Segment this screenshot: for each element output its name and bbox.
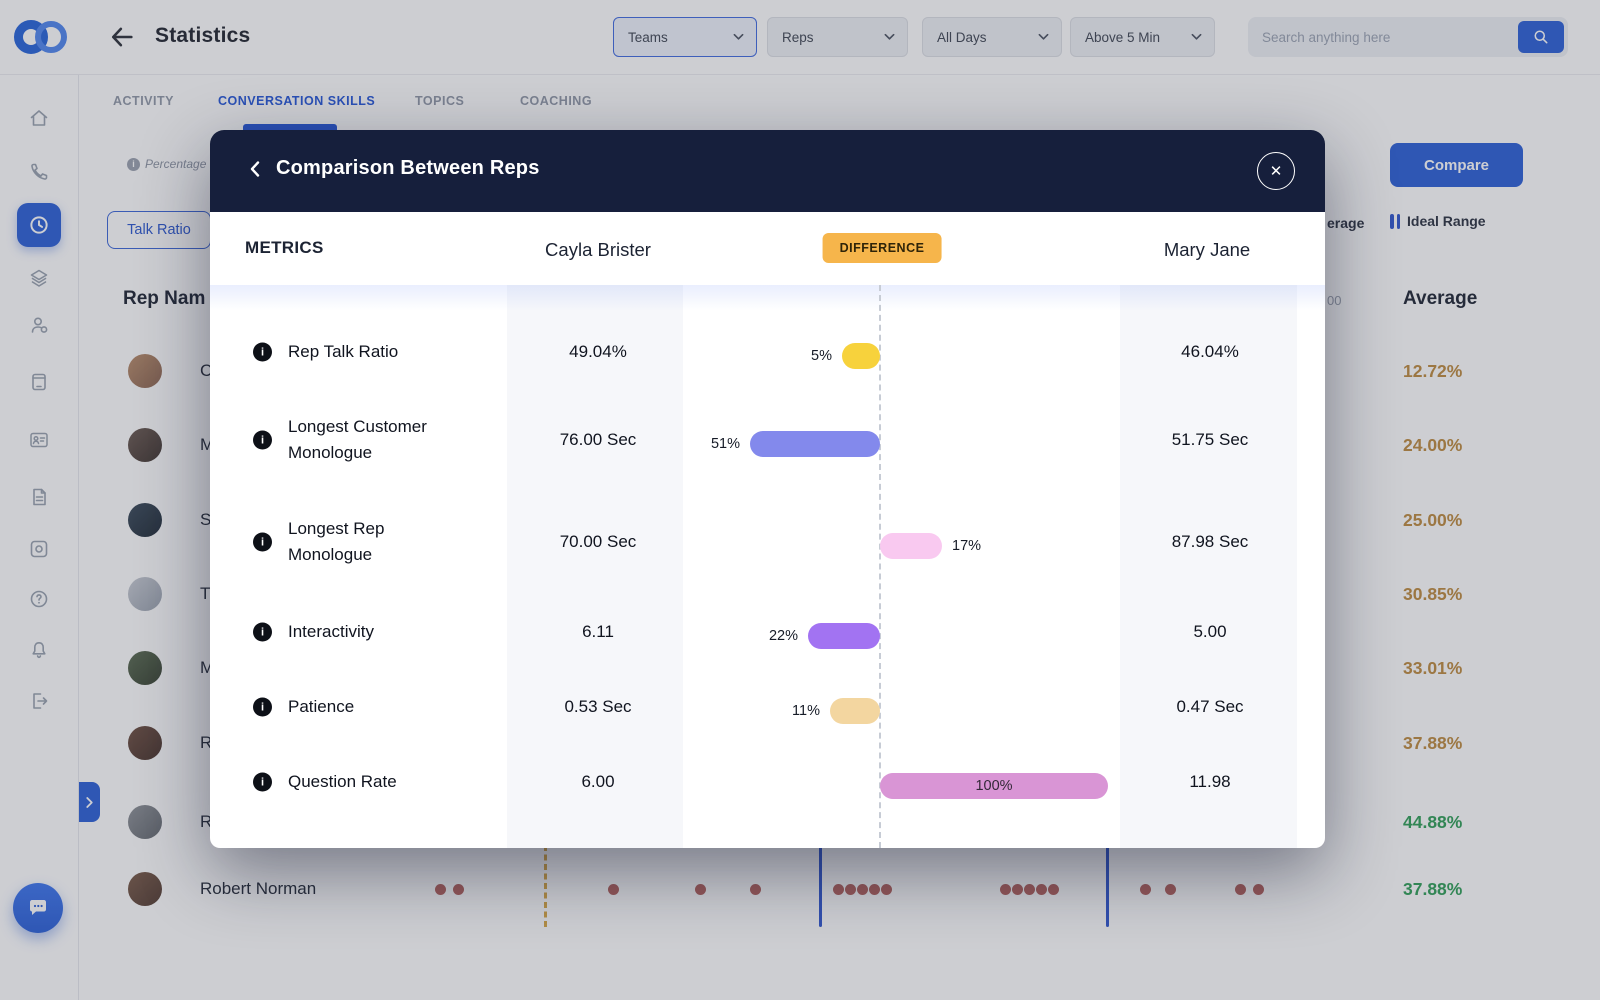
close-icon[interactable]: ✕ bbox=[1257, 152, 1295, 190]
modal-back-icon[interactable] bbox=[244, 157, 272, 185]
metric-label: Patience bbox=[288, 677, 433, 737]
left-rep-value: 70.00 Sec bbox=[560, 532, 637, 552]
metric-info-icon[interactable]: i bbox=[253, 533, 272, 552]
metric-row-rep-talk-ratio: i Rep Talk Ratio 49.04% 5% 46.04% bbox=[210, 322, 1325, 382]
right-rep-value: 5.00 bbox=[1193, 622, 1226, 642]
comparison-modal: Comparison Between Reps ✕ METRICS Cayla … bbox=[210, 130, 1325, 848]
difference-percent-label: 51% bbox=[711, 436, 740, 452]
metric-row-question-rate: i Question Rate 6.00 100% 11.98 bbox=[210, 752, 1325, 812]
left-rep-name-header: Cayla Brister bbox=[545, 239, 651, 261]
metric-label: Longest Customer Monologue bbox=[288, 410, 433, 470]
left-rep-value: 0.53 Sec bbox=[564, 697, 631, 717]
left-rep-value: 6.00 bbox=[581, 772, 614, 792]
difference-bar bbox=[842, 343, 880, 369]
difference-badge: DIFFERENCE bbox=[823, 233, 942, 263]
table-top-glow bbox=[210, 285, 1325, 311]
right-rep-value: 87.98 Sec bbox=[1172, 532, 1249, 552]
difference-percent-label: 22% bbox=[769, 628, 798, 644]
metric-info-icon[interactable]: i bbox=[253, 623, 272, 642]
difference-percent-label: 17% bbox=[952, 538, 981, 554]
right-rep-name-header: Mary Jane bbox=[1164, 239, 1250, 261]
modal-header: Comparison Between Reps ✕ bbox=[210, 130, 1325, 212]
difference-bar bbox=[808, 623, 880, 649]
metric-label: Rep Talk Ratio bbox=[288, 322, 433, 382]
left-rep-value: 76.00 Sec bbox=[560, 430, 637, 450]
difference-bar bbox=[880, 533, 942, 559]
right-rep-value: 46.04% bbox=[1181, 342, 1239, 362]
modal-title: Comparison Between Reps bbox=[276, 157, 540, 180]
difference-percent-label: 11% bbox=[792, 703, 820, 719]
left-rep-value: 6.11 bbox=[582, 622, 614, 642]
right-rep-value: 0.47 Sec bbox=[1176, 697, 1243, 717]
metric-row-patience: i Patience 0.53 Sec 11% 0.47 Sec bbox=[210, 677, 1325, 737]
metrics-column-header: METRICS bbox=[245, 238, 324, 258]
metric-label: Interactivity bbox=[288, 602, 433, 662]
metric-row-longest-customer-monologue: i Longest Customer Monologue 76.00 Sec 51% 5… bbox=[210, 410, 1325, 470]
app-root: ACTIVITYCONVERSATION SKILLSTOPICSCOACHIN… bbox=[0, 0, 1600, 1000]
metric-info-icon[interactable]: i bbox=[253, 698, 272, 717]
difference-bar bbox=[750, 431, 880, 457]
metric-label: Longest Rep Monologue bbox=[288, 512, 433, 572]
difference-percent-label: 100% bbox=[975, 778, 1012, 794]
metric-info-icon[interactable]: i bbox=[253, 773, 272, 792]
right-rep-value: 11.98 bbox=[1189, 772, 1230, 792]
metric-info-icon[interactable]: i bbox=[253, 431, 272, 450]
difference-bar bbox=[830, 698, 880, 724]
right-rep-value: 51.75 Sec bbox=[1172, 430, 1249, 450]
difference-percent-label: 5% bbox=[811, 348, 832, 364]
metric-row-interactivity: i Interactivity 6.11 22% 5.00 bbox=[210, 602, 1325, 662]
metric-info-icon[interactable]: i bbox=[253, 343, 272, 362]
metric-label: Question Rate bbox=[288, 752, 433, 812]
metric-row-longest-rep-monologue: i Longest Rep Monologue 70.00 Sec 17% 87.98 … bbox=[210, 512, 1325, 572]
left-rep-value: 49.04% bbox=[569, 342, 627, 362]
